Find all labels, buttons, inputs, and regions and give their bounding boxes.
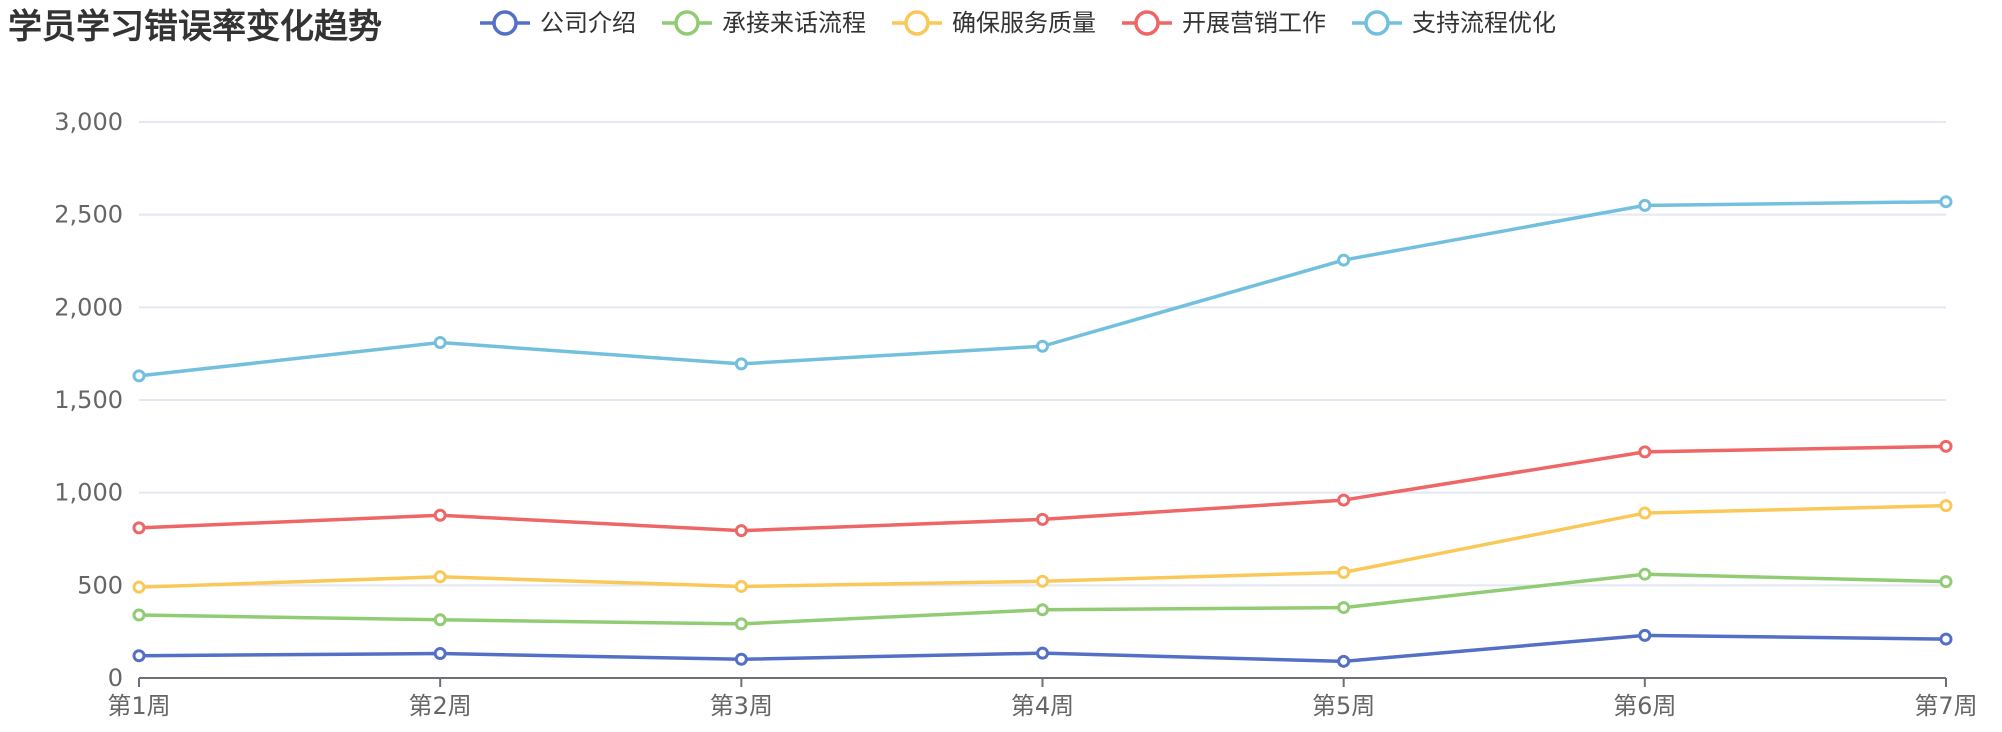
data-point[interactable] [734,579,748,593]
x-tick-label: 第3周 [710,692,773,720]
data-point[interactable] [1036,339,1049,353]
series-1 [132,628,1953,668]
data-point[interactable] [433,508,447,522]
data-point[interactable] [132,369,146,383]
data-point[interactable] [1036,512,1049,526]
series-4 [132,439,1953,538]
data-point[interactable] [1337,565,1351,579]
data-point[interactable] [1638,198,1652,212]
data-point[interactable] [1638,567,1652,581]
legend-label: 承接来话流程 [722,9,866,37]
data-point[interactable] [132,608,146,622]
series-3 [132,499,1953,594]
data-point[interactable] [1337,654,1351,668]
y-tick-label: 1,000 [54,479,123,507]
y-tick-label: 500 [77,571,123,599]
data-point[interactable] [1036,603,1049,617]
data-point[interactable] [1939,499,1953,513]
legend-circle-icon [904,10,930,36]
data-point[interactable] [132,521,146,535]
x-tick-label: 第6周 [1613,692,1676,720]
legend-item[interactable]: 支持流程优化 [1352,9,1556,37]
legend-circle-icon [1134,10,1160,36]
y-tick-label: 3,000 [54,108,123,136]
legend-circle-icon [492,10,518,36]
data-point[interactable] [433,336,447,350]
data-point[interactable] [1337,493,1351,507]
y-tick-label: 2,500 [54,201,123,229]
y-tick-label: 0 [108,664,123,692]
legend-item[interactable]: 公司介绍 [480,9,636,37]
data-point[interactable] [1036,574,1049,588]
data-point[interactable] [1939,439,1953,453]
data-point[interactable] [734,357,748,371]
x-tick-label: 第2周 [409,692,472,720]
data-point[interactable] [1337,601,1351,615]
legend-circle-icon [1364,10,1390,36]
data-point[interactable] [1939,195,1953,209]
data-point[interactable] [1638,445,1652,459]
data-point[interactable] [1939,632,1953,646]
data-point[interactable] [1337,253,1351,267]
legend-label: 支持流程优化 [1412,9,1556,37]
legend-item[interactable]: 承接来话流程 [662,9,866,37]
y-tick-label: 1,500 [54,386,123,414]
data-point[interactable] [132,580,146,594]
series-group [132,195,1953,668]
data-point[interactable] [1036,646,1049,660]
data-point[interactable] [1638,628,1652,642]
data-point[interactable] [433,647,447,661]
legend-label: 确保服务质量 [952,9,1096,37]
legend-item[interactable]: 开展营销工作 [1122,9,1326,37]
legend: 公司介绍 承接来话流程 确保服务质量 开展营销工作 支持流程优化 [480,9,1556,37]
y-axis: 0 500 1,000 1,500 2,000 2,500 3,000 [54,108,123,692]
data-point[interactable] [1939,575,1953,589]
x-tick-label: 第5周 [1312,692,1375,720]
x-tick-label: 第1周 [107,692,170,720]
series-5 [132,195,1953,383]
x-axis: 第1周 第2周 第3周 第4周 第5周 第6周 第7周 [107,677,1978,720]
data-point[interactable] [734,652,748,666]
legend-label: 公司介绍 [540,9,636,37]
x-tick-label: 第7周 [1914,692,1977,720]
x-tick-label: 第4周 [1011,692,1074,720]
data-point[interactable] [734,617,748,631]
data-point[interactable] [1638,506,1652,520]
data-point[interactable] [433,570,447,584]
legend-label: 开展营销工作 [1182,9,1326,37]
series-2 [132,567,1953,631]
y-tick-label: 2,000 [54,293,123,321]
legend-item[interactable]: 确保服务质量 [892,9,1096,37]
data-point[interactable] [132,649,146,663]
chart-title: 学员学习错误率变化趋势 [8,7,382,47]
data-point[interactable] [734,524,748,538]
legend-circle-icon [674,10,700,36]
data-point[interactable] [433,613,447,627]
